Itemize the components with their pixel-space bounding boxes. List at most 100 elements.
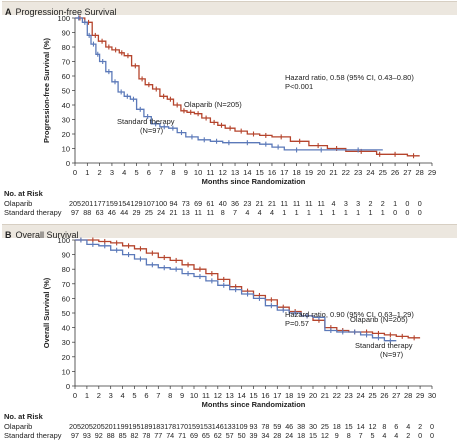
panel-a-x-tick-label: 2 [98,168,102,177]
panel-a-y-tick-label: 90 [62,29,70,38]
panel-a-x-tick-label: 10 [194,168,202,177]
panel-b-x-tick-label: 23 [345,391,353,400]
panel-a-x-tick-label: 0 [73,168,77,177]
panel-a-risk-value: 1 [368,208,372,217]
panel-a-risk-value: 154 [118,199,130,208]
panel-b-risk-value: 78 [142,431,150,440]
panel-b-risk-value: 97 [71,431,79,440]
panel-b-x-tick-label: 24 [356,391,364,400]
panel-b-risk-value: 85 [119,431,127,440]
panel-a-x-tick-label: 14 [243,168,251,177]
panel-b-risk-value: 4 [394,431,398,440]
panel-b-risk-value: 15 [345,422,353,431]
panel-a-y-tick-label: 80 [62,43,70,52]
panel-b-risk-value: 146 [212,422,224,431]
panel-b-risk-title: No. at Risk [4,412,44,421]
panel-b-hazard-ratio: Hazard ratio, 0.90 (95% CI, 0.63–1.29) [285,310,414,319]
panel-b-y-tick-label: 50 [62,309,70,318]
panel-a-risk-value: 11 [317,199,324,208]
panel-a-risk-value: 8 [221,208,225,217]
panel-a-x-tick-label: 1 [85,168,89,177]
panel-b-x-tick-label: 27 [392,391,400,400]
panel-a-risk-value: 4 [332,199,336,208]
panel-b-risk-value: 39 [250,431,258,440]
panel-b-risk-value: 2 [418,422,422,431]
panel-b-risk-value: 12 [321,431,329,440]
panel-a-y-axis-label: Progression-free Survival (%) [42,37,51,143]
panel-b-y-tick-label: 0 [66,382,70,391]
panel-b-y-axis-label: Overall Survival (%) [42,277,51,348]
panel-a-x-tick-label: 20 [317,168,325,177]
panel-b-risk-value: 92 [95,431,103,440]
panel-b-risk-value: 178 [164,422,176,431]
panel-b-risk-value: 77 [154,431,162,440]
panel-b-risk-value: 201 [105,422,117,431]
panel-b-risk-value: 109 [236,422,248,431]
panel-a-title: Progression-free Survival [15,7,117,17]
panel-a-risk-value: 7 [233,208,237,217]
panel-a-header: A Progression-free Survival [2,1,457,17]
panel-b-y-tick-label: 20 [62,353,70,362]
panel-b-risk-value: 170 [176,422,188,431]
panel-b-y-tick-label: 10 [62,367,70,376]
panel-a-risk-value: 25 [145,208,153,217]
panel-a-y-tick-label: 100 [57,14,70,23]
panel-b-x-tick-label: 20 [309,391,317,400]
panel-a-risk-value: 21 [268,199,276,208]
panel-b-standard-curve [75,239,397,342]
panel-a-risk-value: 29 [133,208,141,217]
panel-b-risk-value: 93 [83,431,91,440]
panel-a-risk-value: 73 [182,199,190,208]
panel-b-x-tick-label: 6 [144,391,148,400]
panel-a-risk-value: 1 [319,208,323,217]
panel-b-risk-value: 195 [129,422,141,431]
panel-b-x-tick-label: 2 [97,391,101,400]
panel-b-x-tick-label: 7 [156,391,160,400]
panel-a-risk-value: 69 [194,199,202,208]
panel-b-risk-value: 38 [297,422,305,431]
panel-b-risk-value: 69 [190,431,198,440]
panel-a-risk-value: 0 [393,208,397,217]
panel-b-risk-value: 57 [226,431,234,440]
panel-a-x-tick-label: 8 [171,168,175,177]
panel-b-x-tick-label: 9 [180,391,184,400]
panel-a-x-tick-label: 26 [391,168,399,177]
panel-b-risk-value: 71 [178,431,186,440]
panel-a-y-tick-label: 40 [62,101,70,110]
panel-b-x-tick-label: 12 [214,391,222,400]
panel-b-risk-value: 5 [371,431,375,440]
panel-a-risk-value: 100 [155,199,167,208]
panel-a-x-tick-label: 6 [147,168,151,177]
panel-a-risk-value: 0 [405,199,409,208]
panel-a-risk-row-label: Olaparib [4,199,32,208]
panel-a-x-tick-label: 24 [366,168,374,177]
panel-a-risk-value: 97 [71,208,79,217]
panel-a-risk-value: 11 [207,208,214,217]
panel-b-standard-label: Standard therapy [355,341,413,350]
panel-b-risk-value: 78 [261,422,269,431]
panel-b-risk-value: 205 [93,422,105,431]
panel-a-x-tick-label: 28 [416,168,424,177]
panel-a-risk-value: 159 [106,199,118,208]
panel-b-risk-value: 46 [285,422,293,431]
panel-b-x-tick-label: 14 [237,391,245,400]
panel-a-x-tick-label: 18 [292,168,300,177]
panel-a-risk-value: 1 [282,208,286,217]
panel-a-standard-curve [75,17,383,151]
panel-b-risk-value: 9 [335,431,339,440]
panel-a-risk-value: 205 [69,199,81,208]
panel-b-x-tick-label: 19 [297,391,305,400]
panel-a-y-tick-label: 50 [62,87,70,96]
panel-a-x-tick-label: 9 [184,168,188,177]
panel-b-x-tick-label: 17 [273,391,281,400]
panel-b-x-tick-label: 30 [428,391,436,400]
panel-b-risk-value: 59 [273,422,281,431]
panel-a-risk-value: 0 [418,208,422,217]
panel-b-risk-value: 0 [430,431,434,440]
panel-b-x-axis-label: Months since Randomization [202,400,306,409]
panel-a-x-tick-label: 23 [354,168,362,177]
panel-a-x-tick-label: 15 [255,168,263,177]
panel-b-x-tick-label: 28 [404,391,412,400]
panel-b-risk-value: 15 [309,431,317,440]
panel-a-risk-value: 177 [94,199,106,208]
